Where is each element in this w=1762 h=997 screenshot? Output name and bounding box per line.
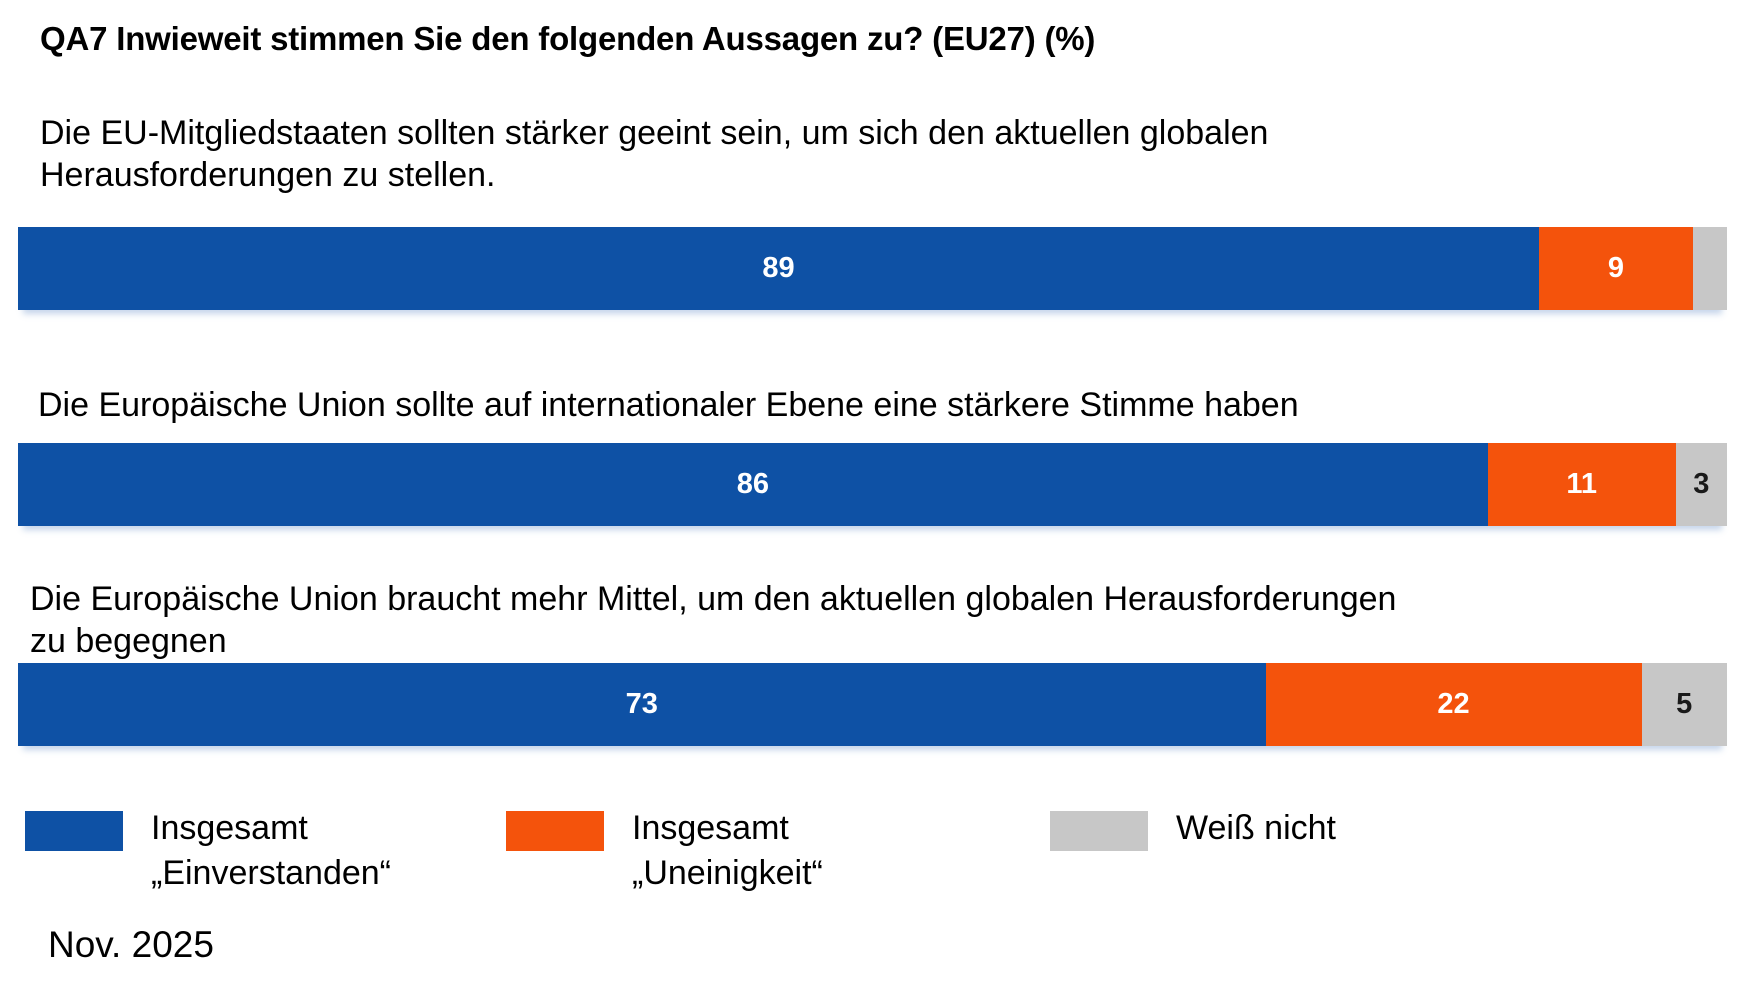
bar-segment-agree: 89 [18,227,1539,310]
chart-title: QA7 Inwieweit stimmen Sie den folgenden … [40,20,1096,57]
stacked-bar: 73 22 5 [18,663,1727,746]
dont-know-color-swatch [1050,811,1148,851]
bar-segment-value: 9 [1607,252,1624,284]
bar-segment-value: 86 [736,468,769,500]
bar-segment-dont-know: 3 [1675,443,1727,526]
bar-segment-value: 22 [1437,688,1470,720]
bar-segment-value: 3 [1693,468,1710,500]
bar-segment-disagree: 22 [1265,663,1642,746]
statement-text: Die Europäische Union braucht mehr Mitte… [30,580,1397,660]
legend-label-agree: Insgesamt „Einverstanden“ [151,809,392,892]
bar-segment-value: 73 [625,688,658,720]
date-note: Nov. 2025 [48,924,214,965]
agree-color-swatch [25,811,123,851]
legend-item-disagree: Insgesamt „Uneinigkeit“ [506,806,823,896]
bar-segment-dont-know: 5 [1641,663,1727,746]
legend-label-disagree: Insgesamt „Uneinigkeit“ [632,809,823,892]
bar-segment-agree: 86 [18,443,1488,526]
bar-segment-dont-know [1692,227,1727,310]
bar-segment-value: 5 [1676,688,1693,720]
stacked-bar: 86 11 3 [18,443,1727,526]
legend-item-agree: Insgesamt „Einverstanden“ [25,806,391,896]
bar-segment-value: 89 [762,252,795,284]
disagree-color-swatch [506,811,604,851]
statement-text: Die Europäische Union sollte auf interna… [38,386,1299,424]
bar-segment-disagree: 9 [1539,227,1693,310]
stacked-bar: 89 9 [18,227,1727,310]
legend-label-dont-know: Weiß nicht [1176,809,1336,847]
bar-segment-agree: 73 [18,663,1266,746]
legend-item-dont-know: Weiß nicht [1050,806,1336,851]
bar-segment-value: 11 [1566,468,1598,500]
bar-segment-disagree: 11 [1487,443,1676,526]
statement-text: Die EU-Mitgliedstaaten sollten stärker g… [40,114,1269,194]
